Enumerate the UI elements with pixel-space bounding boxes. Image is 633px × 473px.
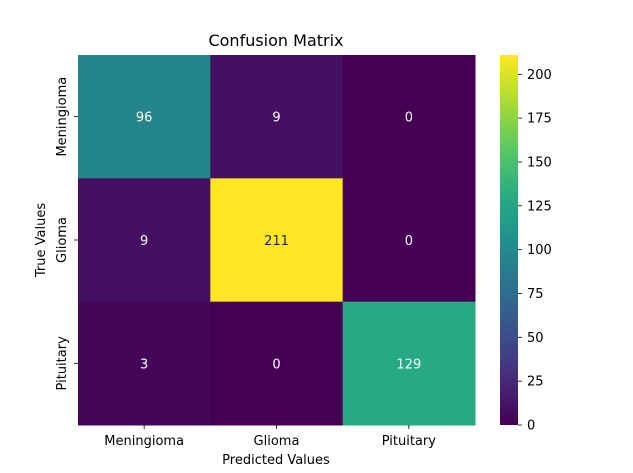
x-axis-label: Predicted Values — [222, 453, 330, 468]
colorbar-tick-label: 125 — [527, 199, 552, 214]
colorbar-bar — [500, 55, 518, 425]
heatmap-cell — [342, 301, 476, 426]
colorbar-tick-label: 100 — [527, 243, 552, 258]
heatmap-cells — [78, 55, 476, 426]
heatmap-cell-value: 3 — [140, 357, 148, 372]
heatmap-cell-value: 129 — [396, 357, 421, 372]
colorbar-tick-label: 150 — [527, 155, 552, 170]
heatmap-cell-value: 96 — [136, 111, 153, 126]
heatmap-cell — [78, 55, 211, 179]
heatmap-cell-value: 0 — [272, 357, 280, 372]
y-tick-label: Glioma — [55, 217, 70, 263]
heatmap-cell — [210, 178, 344, 303]
colorbar-tick-label: 0 — [527, 419, 535, 434]
y-tick-label: Pituitary — [55, 336, 70, 391]
heatmap-cell — [78, 178, 211, 303]
heatmap-cell — [210, 301, 344, 426]
heatmap-cell — [78, 301, 211, 426]
heatmap-cell — [342, 55, 476, 179]
x-axis-ticks: Meningioma Glioma Pituitary — [104, 425, 436, 449]
heatmap-cell — [342, 178, 476, 303]
colorbar-tick-label: 200 — [527, 68, 552, 83]
colorbar: 0 25 50 75 100 125 150 175 200 — [500, 55, 552, 434]
heatmap-cell-value: 9 — [140, 234, 148, 249]
heatmap-cell-value: 0 — [405, 111, 413, 126]
heatmap-cell-labels: 96 9 0 9 211 0 3 0 129 — [136, 111, 421, 373]
x-tick-label: Pituitary — [382, 434, 437, 449]
y-tick-label: Meningioma — [55, 77, 70, 157]
y-axis-label: True Values — [34, 203, 49, 278]
heatmap-cell-value: 9 — [272, 111, 280, 126]
heatmap-cell — [210, 55, 344, 179]
y-axis-ticks: Meningioma Glioma Pituitary — [55, 77, 78, 391]
colorbar-tick-label: 75 — [527, 287, 544, 302]
x-tick-label: Meningioma — [104, 434, 184, 449]
colorbar-ticks: 0 25 50 75 100 125 150 175 200 — [518, 68, 552, 434]
heatmap-cell-value: 0 — [405, 234, 413, 249]
colorbar-tick-label: 25 — [527, 375, 544, 390]
heatmap-cell-value: 211 — [264, 234, 289, 249]
chart-title: Confusion Matrix — [208, 31, 343, 50]
colorbar-tick-label: 175 — [527, 112, 552, 127]
colorbar-tick-label: 50 — [527, 331, 544, 346]
x-tick-label: Glioma — [254, 434, 300, 449]
